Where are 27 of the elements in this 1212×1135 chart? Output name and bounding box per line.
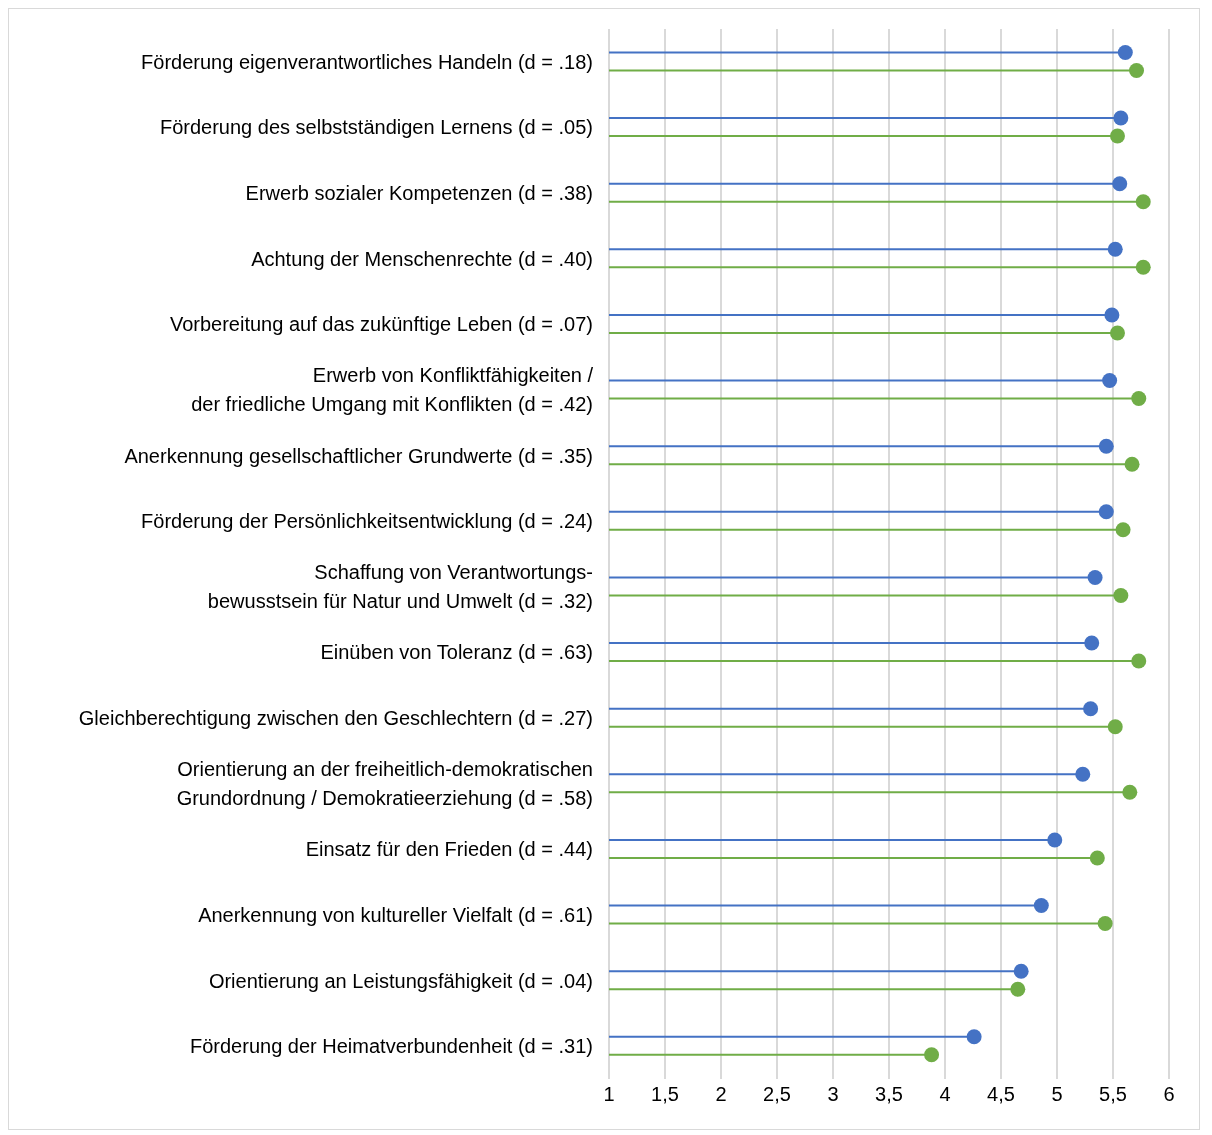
y-tick-label: Anerkennung gesellschaftlicher Grundwerte (d = .35) (124, 444, 593, 467)
y-tick-label: Förderung der Persönlichkeitsentwicklung (d = .24) (141, 510, 593, 533)
x-tick-label: 1,5 (651, 1083, 679, 1106)
y-tick-label: Gleichberechtigung zwischen den Geschlechtern (d = .27) (78, 707, 593, 730)
y-tick-label: Orientierung an Leistungsfähigkeit (d = .04) (208, 969, 593, 992)
y-tick-label: Erwerb sozialer Kompetenzen (d = .38) (245, 182, 593, 205)
y-tick-label: Vorbereitung auf das zukünftige Leben (d = .07) (169, 313, 593, 336)
x-tick-label: 5 (1051, 1083, 1063, 1106)
y-tick-label: Orientierung an der freiheitlich-demokratischen Grundordnung / Demokratieerziehung (d = .58) (176, 758, 593, 810)
y-tick-label: Förderung eigenverantwortliches Handeln (d = .18) (141, 50, 593, 73)
y-tick-label: Einüben von Toleranz (d = .63) (320, 641, 593, 664)
y-tick-label: Erwerb von Konfliktfähigkeiten / der friedliche Umgang mit Konflikten (d = .42) (191, 364, 594, 416)
x-tick-label: 3 (827, 1083, 839, 1106)
y-tick-label: Schaffung von Verantwortungs- bewusstsein für Natur und Umwelt (d = .32) (207, 561, 593, 613)
x-tick-label: 5,5 (1099, 1083, 1127, 1106)
x-tick-label: 4,5 (987, 1083, 1015, 1106)
y-tick-label: Anerkennung von kultureller Vielfalt (d = .61) (198, 903, 593, 926)
x-tick-label: 2,5 (763, 1083, 791, 1106)
x-tick-label: 4 (939, 1083, 951, 1106)
x-tick-label: 1 (603, 1083, 615, 1106)
y-tick-label: Förderung der Heimatverbundenheit (d = .31) (189, 1035, 593, 1058)
x-tick-label: 2 (715, 1083, 727, 1106)
x-tick-label: 3,5 (875, 1083, 903, 1106)
y-tick-label: Förderung des selbstständigen Lernens (d = .05) (159, 116, 593, 139)
y-tick-label: Achtung der Menschenrechte (d = .40) (251, 247, 593, 270)
y-tick-label: Einsatz für den Frieden (d = .44) (305, 838, 593, 861)
x-tick-label: 6 (1163, 1083, 1175, 1106)
